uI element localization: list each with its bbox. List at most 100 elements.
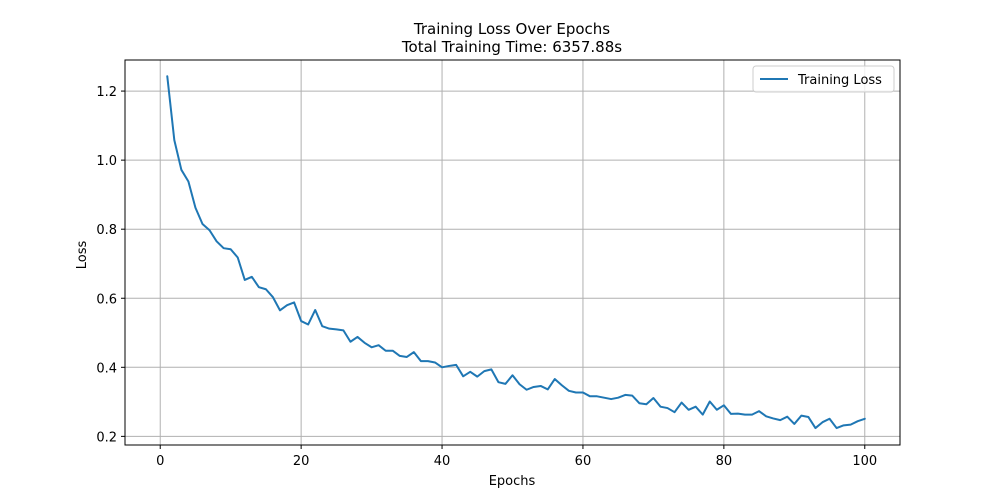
data-point	[307, 323, 309, 325]
data-point	[807, 416, 809, 418]
data-point	[814, 427, 816, 429]
data-point	[364, 342, 366, 344]
data-point	[681, 402, 683, 404]
data-point	[392, 350, 394, 352]
data-point	[194, 207, 196, 209]
data-point	[328, 328, 330, 330]
data-point	[371, 346, 373, 348]
x-tick-label: 60	[575, 454, 592, 469]
y-tick-label: 0.4	[96, 361, 117, 376]
data-point	[610, 398, 612, 400]
data-point	[279, 309, 281, 311]
data-point	[857, 420, 859, 422]
data-point	[427, 360, 429, 362]
x-tick-label: 100	[852, 454, 877, 469]
data-point	[688, 409, 690, 411]
data-point	[800, 415, 802, 417]
data-point	[434, 361, 436, 363]
data-point	[223, 247, 225, 249]
data-point	[286, 304, 288, 306]
data-point	[420, 360, 422, 362]
data-point	[504, 383, 506, 385]
data-point	[751, 414, 753, 416]
data-point	[483, 370, 485, 372]
data-point	[695, 406, 697, 408]
data-point	[335, 328, 337, 330]
data-point	[667, 407, 669, 409]
data-point	[772, 417, 774, 419]
data-point	[674, 411, 676, 413]
data-point	[180, 169, 182, 171]
y-tick-label: 0.2	[96, 430, 117, 445]
axis-ticks: 0 20 40 60 80 100 0.2 0.4 0.6 0.8 1.0 1.2	[96, 85, 877, 469]
data-point	[758, 410, 760, 412]
data-point	[730, 413, 732, 415]
data-point	[448, 365, 450, 367]
x-axis-label: Epochs	[489, 474, 536, 489]
chart-title: Training Loss Over Epochs	[413, 20, 610, 38]
data-point	[765, 415, 767, 417]
data-point	[378, 344, 380, 346]
data-point	[709, 400, 711, 402]
legend-box	[752, 65, 895, 93]
data-point	[652, 397, 654, 399]
data-point	[293, 301, 295, 303]
data-point	[216, 240, 218, 242]
data-point	[173, 139, 175, 141]
data-point	[793, 423, 795, 425]
series-line-training-loss	[166, 75, 866, 430]
plot-area-frame	[124, 59, 901, 446]
data-point	[244, 279, 246, 281]
data-point	[258, 286, 260, 288]
data-point	[476, 376, 478, 378]
y-tick-label: 0.8	[96, 223, 117, 238]
data-point	[497, 381, 499, 383]
data-point	[406, 356, 408, 358]
data-point	[187, 181, 189, 183]
chart-subtitle: Total Training Time: 6357.88s	[401, 38, 622, 56]
series-layer	[166, 75, 866, 430]
y-tick-label: 0.6	[96, 292, 117, 307]
data-point	[582, 392, 584, 394]
data-point	[638, 402, 640, 404]
data-point	[624, 394, 626, 396]
data-point	[413, 351, 415, 353]
data-point	[321, 325, 323, 327]
x-tick-label: 20	[293, 454, 310, 469]
data-point	[575, 392, 577, 394]
data-point	[526, 389, 528, 391]
data-point	[251, 276, 253, 278]
data-point	[265, 288, 267, 290]
data-point	[314, 309, 316, 311]
grid-lines	[125, 60, 900, 445]
data-point	[469, 371, 471, 373]
legend-label-training-loss: Training Loss	[797, 73, 882, 88]
data-point	[744, 414, 746, 416]
data-point	[779, 419, 781, 421]
legend: Training Loss	[752, 65, 895, 93]
data-point	[230, 248, 232, 250]
data-point	[836, 427, 838, 429]
x-tick-label: 40	[434, 454, 451, 469]
data-point	[441, 366, 443, 368]
data-point	[645, 403, 647, 405]
data-point	[716, 409, 718, 411]
data-point	[547, 388, 549, 390]
data-point	[357, 336, 359, 338]
y-axis-label: Loss	[75, 241, 90, 270]
data-point	[864, 418, 866, 420]
data-point	[561, 384, 563, 386]
data-point	[659, 406, 661, 408]
data-point	[631, 395, 633, 397]
data-point	[455, 364, 457, 366]
data-point	[540, 385, 542, 387]
data-point	[786, 416, 788, 418]
data-point	[349, 341, 351, 343]
data-point	[490, 368, 492, 370]
data-point	[843, 424, 845, 426]
data-point	[822, 421, 824, 423]
data-point	[462, 375, 464, 377]
data-point	[737, 413, 739, 415]
